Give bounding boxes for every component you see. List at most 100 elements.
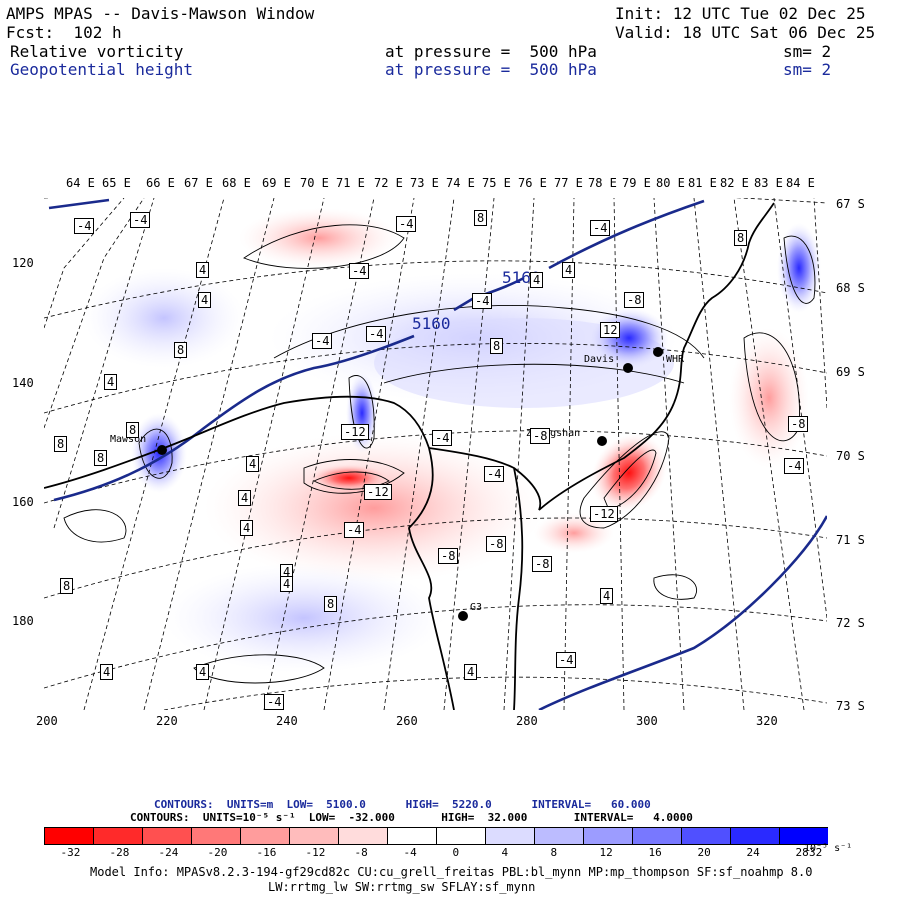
colorbar-tick-label: -4 [403,846,417,859]
vorticity-contour-label: 4 [600,588,614,604]
colorbar-tick-label: -8 [354,846,368,859]
vorticity-contour-label: -4 [312,333,333,349]
map-canvas [44,198,827,710]
colorbar-tick-label: 12 [599,846,613,859]
colorbar-swatch [583,827,632,845]
vorticity-contour-label: 4 [240,520,254,536]
anticyclonic-vorticity-east [534,513,614,553]
vorticity-contour-label: 8 [126,422,140,438]
lon-label: 76 E [518,176,547,190]
lon-label: 74 E [446,176,475,190]
vorticity-contour-label: -4 [472,293,493,309]
station-label-davis: Davis [584,354,615,365]
lon-label: 75 E [482,176,511,190]
vorticity-contour-label: 4 [238,490,252,506]
lat-label: 72 S [836,616,865,630]
vorticity-contour-label: -8 [486,536,507,552]
vorticity-contour-label: 8 [734,230,748,246]
vorticity-contour-label: 8 [324,596,338,612]
station-label-g3: G3 [470,602,483,613]
x-tick: 280 [516,714,538,728]
field1-pressure: at pressure = 500 hPa [385,42,597,61]
colorbar-swatch [142,827,191,845]
lat-label: 67 S [836,197,865,211]
lon-label: 77 E [554,176,583,190]
colorbar-tick-label: -16 [256,846,277,859]
lon-label: 80 E [656,176,685,190]
colorbar-tick-label: 24 [746,846,760,859]
vorticity-contour-label: -4 [556,652,577,668]
colorbar-swatch [289,827,338,845]
y-tick: 160 [12,495,34,509]
davis-marker [623,363,633,373]
whr-marker [653,347,663,357]
vorticity-contour-label: 4 [530,272,544,288]
vorticity-contour-label: 8 [490,338,504,354]
vorticity-contour-label: -12 [341,424,369,440]
colorbar-tick-label: 32 [809,846,823,859]
legend-vorticity-contours: CONTOURS: UNITS=10⁻⁵ s⁻¹ LOW= -32.000 HI… [130,811,693,824]
anticyclonic-vorticity-northeast [729,328,809,468]
vorticity-contour-label: -4 [344,522,365,538]
vorticity-maximum-northeast [777,223,821,313]
lon-label: 65 E [102,176,131,190]
vorticity-contour-label: 4 [104,374,118,390]
lon-label: 70 E [300,176,329,190]
anticyclonic-vorticity-north [239,208,399,268]
vorticity-contour-label: 8 [174,342,188,358]
init-time: Init: 12 UTC Tue 02 Dec 25 [615,4,866,23]
vorticity-map: Mawson Davis WHR Zhongshan G3 5160 5160 … [44,198,827,710]
vorticity-contour-label: -4 [74,218,95,234]
lon-label: 84 E [786,176,815,190]
cyclonic-vorticity-south [164,563,444,673]
colorbar-swatch [485,827,534,845]
colorbar-swatch [681,827,730,845]
colorbar-tick-label: 8 [550,846,558,859]
lon-label: 69 E [262,176,291,190]
colorbar-swatch [240,827,289,845]
lon-label: 73 E [410,176,439,190]
vorticity-minimum-east [590,433,668,513]
colorbar-swatch [44,827,93,845]
vorticity-contour-label: 12 [600,322,621,338]
station-label-zhongshan: Zhongshan [526,428,581,439]
colorbar-swatch [191,827,240,845]
height-label: 5160 [412,314,451,333]
vorticity-contour-label: -4 [432,430,453,446]
colorbar-tick-label: 28 [795,846,809,859]
x-tick: 320 [756,714,778,728]
vorticity-contour-label: -4 [484,466,505,482]
vorticity-contour-label: 4 [196,262,210,278]
colorbar-swatch [632,827,681,845]
colorbar-tick-label: 20 [697,846,711,859]
lat-label: 73 S [836,699,865,713]
vorticity-contour-label: 4 [100,664,114,680]
vorticity-contour-label: -8 [788,416,809,432]
field2-sm: sm= 2 [783,60,832,79]
lon-label: 83 E [754,176,783,190]
lon-label: 64 E [66,176,95,190]
lat-label: 69 S [836,365,865,379]
lon-label: 78 E [588,176,617,190]
g3-marker [458,611,468,621]
y-tick: 180 [12,614,34,628]
lat-label: 68 S [836,281,865,295]
colorbar-tick-label: -12 [305,846,326,859]
plot-title: AMPS MPAS -- Davis-Mawson Window [6,4,315,23]
field2-name: Geopotential height [10,60,194,79]
anticyclonic-vorticity-area [204,433,544,583]
y-tick: 140 [12,376,34,390]
cyclonic-vorticity-northwest [84,268,244,368]
lon-label: 66 E [146,176,175,190]
vorticity-contour-label: 4 [246,456,260,472]
vorticity-contour-label: -12 [364,484,392,500]
colorbar-tick-label: -20 [207,846,228,859]
legend-height-contours: CONTOURS: UNITS=m LOW= 5100.0 HIGH= 5220… [154,798,651,811]
vorticity-contour-label: 4 [198,292,212,308]
lon-label: 71 E [336,176,365,190]
x-tick: 260 [396,714,418,728]
lon-label: 68 E [222,176,251,190]
station-markers [157,347,663,621]
vorticity-contour-label: 4 [562,262,576,278]
vorticity-contour-label: 8 [54,436,68,452]
